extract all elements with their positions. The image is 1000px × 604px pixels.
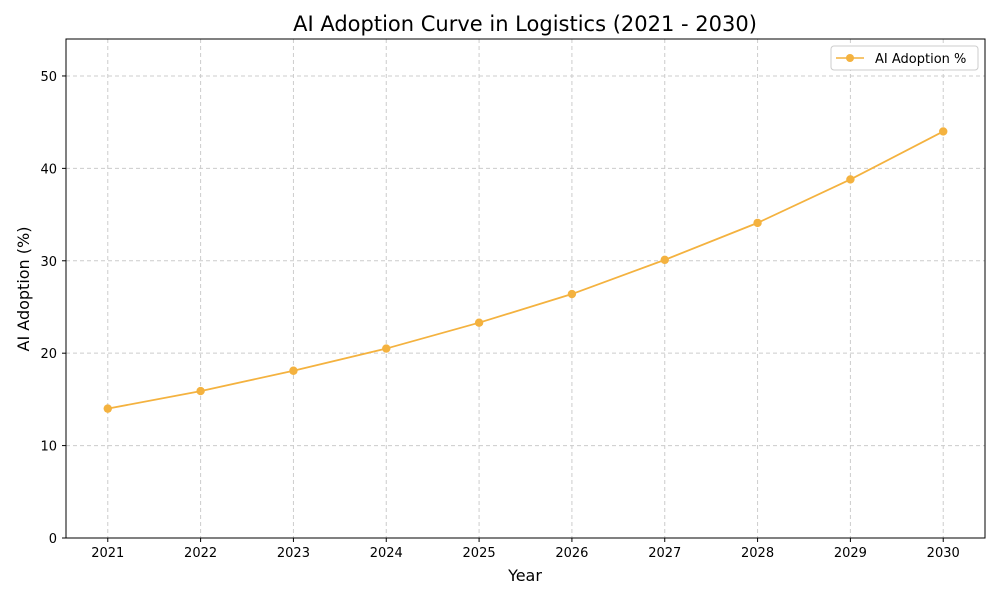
plot-frame [65,38,986,539]
data-point [103,404,112,413]
y-tick-label: 50 [40,70,57,85]
y-tick-label: 30 [40,255,57,270]
legend-label: AI Adoption % [875,52,966,67]
data-point [753,218,762,228]
legend-marker [846,54,854,62]
data-point [382,344,391,353]
x-tick-label: 2028 [741,546,774,561]
y-tick-label: 20 [40,347,57,362]
x-tick-label: 2021 [91,546,124,561]
y-tick-label: 10 [40,440,57,455]
legend: AI Adoption % [830,45,979,71]
legend-box [830,45,979,71]
series-line [107,130,944,410]
x-tick-label: 2022 [184,546,217,561]
data-point [474,318,484,327]
data-point [939,127,948,136]
chart-title: AI Adoption Curve in Logistics (2021 - 2… [293,12,757,36]
series [103,127,948,413]
data-point [660,255,669,265]
y-tick-label: 0 [49,532,57,547]
y-tick-label: 40 [40,162,57,177]
x-tick-label: 2027 [648,546,681,561]
data-point [289,366,298,375]
x-tick-label: 2024 [370,546,403,561]
x-tick-label: 2026 [555,546,588,561]
x-axis-label: Year [507,566,542,585]
x-tick-label: 2023 [277,546,310,561]
data-point [846,175,855,184]
x-tick-label: 2029 [834,546,867,561]
x-tick-label: 2025 [463,546,496,561]
x-tick-label: 2030 [927,546,960,561]
data-point [196,386,205,396]
y-axis-label: AI Adoption (%) [14,227,33,352]
data-point [567,289,577,299]
grid [66,39,985,539]
ticks: 2021 2022 2023 2024 2025 2026 2027 2028 2029 2030… [40,70,959,561]
